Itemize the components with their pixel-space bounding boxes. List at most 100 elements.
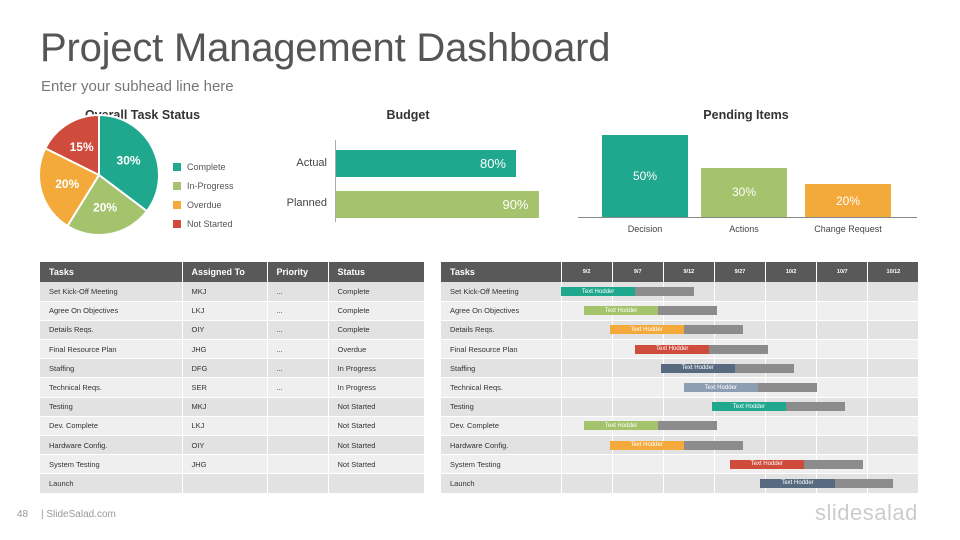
gantt-task-name: Testing — [441, 397, 562, 417]
gantt-task-name: Launch — [441, 473, 562, 494]
gantt-cell — [561, 416, 613, 437]
gantt-cell — [612, 358, 664, 379]
gantt-task-name: Hardware Config. — [441, 435, 562, 456]
legend-swatch-complete — [173, 162, 181, 171]
table-cell: Complete — [328, 320, 425, 341]
gantt-cell — [663, 358, 715, 379]
table-cell: JHG — [182, 339, 268, 360]
gantt-row: Agree On Objectives — [441, 301, 920, 321]
table-row: Set Kick-Off Meeting MKJ... Complete — [40, 282, 425, 302]
gantt-cell — [612, 435, 664, 456]
gantt-cell — [714, 301, 767, 321]
table-row: System Testing JHG Not Started — [40, 454, 425, 475]
gantt-task-name: System Testing — [441, 454, 562, 475]
gantt-cell — [714, 435, 767, 456]
gantt-cell — [867, 397, 920, 417]
table-row: Testing MKJ Not Started — [40, 397, 425, 417]
gantt-cell — [714, 339, 767, 360]
gantt-cell — [765, 397, 818, 417]
table-cell — [267, 416, 329, 437]
gantt-cell — [714, 282, 767, 302]
table-cell: Testing — [40, 397, 183, 417]
table-cell: ... — [267, 358, 329, 379]
gantt-cell — [561, 320, 613, 341]
table-row: Final Resource Plan JHG... Overdue — [40, 339, 425, 360]
gantt-date-header: 9/7 — [612, 262, 664, 282]
legend-item-complete: Complete — [173, 157, 234, 176]
gantt-cell — [561, 339, 613, 360]
gantt-cell — [663, 473, 715, 494]
budget-bar-planned: 90% — [336, 191, 539, 218]
gantt-date-header: 9/27 — [714, 262, 767, 282]
table-cell: Launch — [40, 473, 183, 494]
task-table-header-priority: Priority — [267, 262, 329, 282]
table-cell: MKJ — [182, 282, 268, 302]
pending-value-change-request: 20% — [835, 193, 861, 208]
pending-bar-decision: 50% — [602, 135, 688, 217]
gantt-task-name: Dev. Complete — [441, 416, 562, 437]
gantt-task-name: Agree On Objectives — [441, 301, 562, 321]
table-cell — [182, 473, 268, 494]
budget-label-planned: Planned — [286, 197, 327, 209]
gantt-cell — [867, 358, 920, 379]
table-cell: System Testing — [40, 454, 183, 475]
pie-value-label: 20% — [55, 177, 79, 191]
pending-label-decision: Decision — [627, 224, 663, 234]
gantt-cell — [612, 339, 664, 360]
table-cell: OIY — [182, 435, 268, 456]
page-title: Project Management Dashboard — [40, 26, 611, 70]
table-cell: Staffing — [40, 358, 183, 379]
gantt-row: Details Reqs. — [441, 320, 920, 341]
table-cell: In Progress — [328, 377, 425, 398]
gantt-cell — [714, 397, 767, 417]
gantt-cell — [714, 454, 767, 475]
gantt-row: Hardware Config. — [441, 435, 920, 456]
table-cell: Complete — [328, 301, 425, 321]
table-cell: MKJ — [182, 397, 268, 417]
gantt-cell — [714, 377, 767, 398]
gantt-cell — [663, 397, 715, 417]
table-cell: Overdue — [328, 339, 425, 360]
table-cell — [267, 397, 329, 417]
gantt-task-name: Final Resource Plan — [441, 339, 562, 360]
task-table-header: Tasks Assigned To Priority Status — [40, 262, 425, 282]
gantt-cell — [816, 339, 869, 360]
table-cell: Final Resource Plan — [40, 339, 183, 360]
gantt-row: Final Resource Plan — [441, 339, 920, 360]
gantt-table: Tasks 9/2 9/7 9/12 9/27 10/2 10/7 10/12 Set Ki… — [441, 262, 920, 494]
table-cell: In Progress — [328, 358, 425, 379]
page-number: 48 — [17, 509, 29, 520]
gantt-cell — [663, 416, 715, 437]
gantt-cell — [765, 454, 818, 475]
pie-value-label: 15% — [70, 140, 94, 154]
table-row: Details Reqs. OIY... Complete — [40, 320, 425, 341]
gantt-cell — [816, 377, 869, 398]
gantt-cell — [816, 282, 869, 302]
gantt-cell — [663, 301, 715, 321]
legend-item-not-started: Not Started — [173, 214, 234, 233]
gantt-cell — [867, 301, 920, 321]
gantt-cell — [765, 435, 818, 456]
gantt-cell — [765, 377, 818, 398]
gantt-cell — [612, 454, 664, 475]
pie-slice-not-started — [43, 113, 100, 177]
task-status-legend: Complete In-Progress Overdue Not Started — [173, 157, 234, 233]
table-row: Technical Reqs. SER... In Progress — [40, 377, 425, 398]
gantt-cell — [867, 339, 920, 360]
table-cell: Complete — [328, 282, 425, 302]
gantt-cell — [612, 377, 664, 398]
gantt-task-name: Technical Reqs. — [441, 377, 562, 398]
gantt-cell — [867, 435, 920, 456]
gantt-cell — [765, 301, 818, 321]
gantt-cell — [561, 377, 613, 398]
table-cell: LKJ — [182, 416, 268, 437]
legend-swatch-overdue — [173, 200, 181, 209]
table-row: Agree On Objectives LKJ... Complete — [40, 301, 425, 321]
table-cell: Details Reqs. — [40, 320, 183, 341]
budget-label-actual: Actual — [296, 157, 327, 169]
table-row: Dev. Complete LKJ Not Started — [40, 416, 425, 437]
pending-value-actions: 30% — [731, 185, 757, 200]
table-cell — [267, 473, 329, 494]
table-cell — [267, 454, 329, 475]
